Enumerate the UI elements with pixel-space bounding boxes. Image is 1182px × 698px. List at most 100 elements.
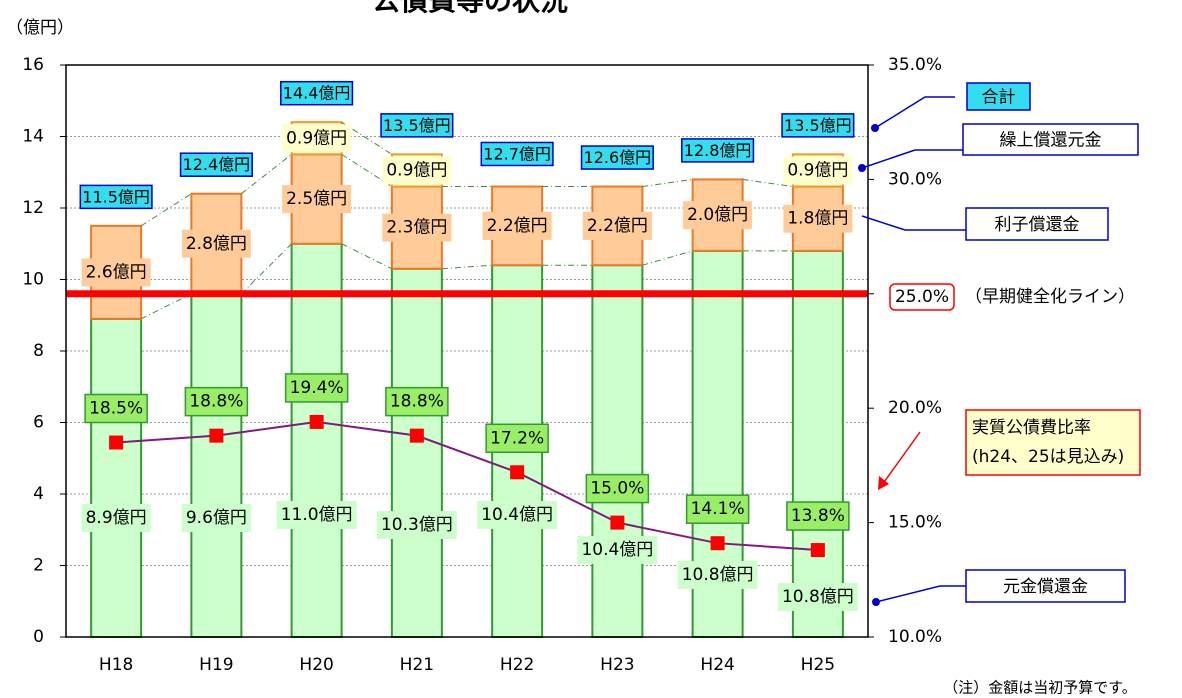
y2-tick-label: 10.0% xyxy=(888,627,942,647)
line-marker xyxy=(209,428,224,443)
y-tick-label: 4 xyxy=(33,484,44,504)
bar-value-label: 2.2億円 xyxy=(487,216,548,236)
bar-value-label-box xyxy=(81,258,151,287)
bar-value-label: 8.9億円 xyxy=(86,508,147,528)
series-line xyxy=(341,243,393,270)
line-value-label-box xyxy=(786,501,850,531)
total-value-label: 13.5億円 xyxy=(383,116,451,135)
series-line xyxy=(642,178,693,188)
bar-value-label-box xyxy=(477,501,558,529)
series-line xyxy=(241,243,292,295)
series-line xyxy=(441,264,493,270)
line-value-label: 19.4% xyxy=(290,378,344,398)
line-value-label: 18.5% xyxy=(89,399,143,419)
bar-value-label: 10.4億円 xyxy=(481,505,553,525)
legend-pointer xyxy=(861,215,966,231)
line-marker xyxy=(409,428,424,443)
line-value-label-box xyxy=(84,393,148,424)
legend-label: 実質公債費比率 xyxy=(972,418,1091,438)
legend-box xyxy=(962,123,1139,156)
legend-pointer xyxy=(875,585,966,603)
bar-value-label-box xyxy=(382,156,452,185)
series-line xyxy=(341,153,393,187)
bar-value-label: 2.0億円 xyxy=(687,205,748,225)
reference-text: （早期健全化ライン） xyxy=(965,287,1135,307)
line-value-label-box xyxy=(284,373,349,403)
line-marker xyxy=(810,543,825,558)
total-value-label-box xyxy=(79,184,153,210)
legend-note: (h24、25は見込み) xyxy=(972,447,1124,467)
bar-value-label: 2.6億円 xyxy=(86,262,147,282)
bar-value-label-box xyxy=(783,204,853,233)
line-value-label: 13.8% xyxy=(791,506,845,526)
bar-value-label-box xyxy=(777,583,858,611)
x-tick-label: H21 xyxy=(400,655,434,675)
total-value-label: 11.5億円 xyxy=(82,187,150,206)
series-line xyxy=(742,178,793,188)
legend-label: 合計 xyxy=(982,88,1016,108)
bar-value-label: 10.8億円 xyxy=(782,587,854,607)
bar-segment xyxy=(290,242,343,638)
legend-box xyxy=(966,82,1031,111)
bar-value-label: 2.3億円 xyxy=(386,218,447,238)
bar-value-label-box xyxy=(677,561,758,589)
line-value-label: 15.0% xyxy=(590,479,644,499)
total-value-label: 12.8億円 xyxy=(684,141,752,160)
bar-value-label: 2.2億円 xyxy=(587,216,648,236)
total-value-label-box xyxy=(179,152,253,177)
bar-value-label-box xyxy=(783,156,853,185)
bar-value-label: 11.0億円 xyxy=(281,505,353,525)
bar-value-label-box xyxy=(577,536,658,564)
y-tick-label: 10 xyxy=(22,270,44,290)
bar-value-label-box xyxy=(282,124,352,153)
legend-pointer xyxy=(861,149,963,169)
bar-value-label: 0.9億円 xyxy=(386,160,447,180)
line-marker xyxy=(710,536,725,551)
line-marker xyxy=(610,515,625,530)
line-value-label: 18.8% xyxy=(189,392,243,412)
series-line xyxy=(241,153,292,195)
legend-label: 利子償還金 xyxy=(995,215,1080,235)
legend-pointer xyxy=(874,96,955,129)
total-value-label: 12.4億円 xyxy=(183,155,251,174)
line-value-label: 18.8% xyxy=(390,392,444,412)
reference-label: 25.0% xyxy=(895,287,949,307)
bar-segment xyxy=(791,249,844,638)
bar-value-label-box xyxy=(181,504,251,532)
x-tick-label: H24 xyxy=(700,655,734,675)
total-value-label: 14.4億円 xyxy=(283,84,351,103)
legend-dot xyxy=(858,164,866,172)
legend-dot xyxy=(871,124,879,132)
total-value-label-box xyxy=(280,80,354,106)
y-tick-label: 8 xyxy=(33,341,44,361)
bar-value-label: 0.9億円 xyxy=(787,160,848,180)
line-value-label: 14.1% xyxy=(691,499,745,519)
bar-segment xyxy=(190,292,243,638)
total-value-label-box xyxy=(580,145,654,170)
total-value-label-box xyxy=(380,113,454,138)
legend-box xyxy=(965,207,1109,241)
x-tick-label: H25 xyxy=(801,655,835,675)
legend-box xyxy=(965,409,1141,476)
legend-box xyxy=(965,569,1126,603)
total-value-label-box xyxy=(480,141,554,167)
x-tick-label: H22 xyxy=(500,655,534,675)
line-series xyxy=(116,420,818,552)
line-marker xyxy=(309,414,324,429)
legend-arrowhead xyxy=(878,476,889,490)
y-tick-label: 6 xyxy=(33,413,44,433)
bar-value-label: 10.8億円 xyxy=(682,565,754,585)
line-value-label-box xyxy=(685,494,750,524)
series-line xyxy=(140,193,192,227)
total-value-label: 12.6億円 xyxy=(584,148,652,167)
y2-tick-label: 30.0% xyxy=(888,169,942,189)
line-value-label: 17.2% xyxy=(490,428,544,448)
bar-value-label-box xyxy=(81,504,151,532)
y2-tick-label: 35.0% xyxy=(888,55,942,75)
line-value-label-box xyxy=(585,473,650,504)
line-marker xyxy=(510,465,525,480)
note: （注）金額は当初予算です。 xyxy=(943,679,1137,697)
line-value-label-box xyxy=(184,386,249,417)
legend-pointer xyxy=(881,431,921,486)
